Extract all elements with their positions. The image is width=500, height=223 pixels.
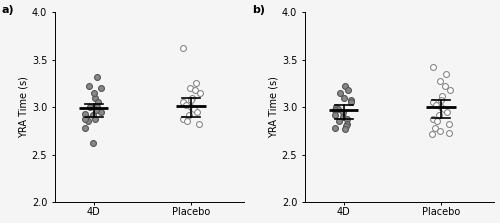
Text: a): a) — [2, 5, 14, 15]
Point — [86, 85, 94, 88]
Point — [92, 108, 100, 112]
Point — [443, 110, 451, 114]
Point — [183, 120, 191, 123]
Point — [340, 96, 348, 99]
Y-axis label: YRA Time (s): YRA Time (s) — [19, 76, 29, 138]
Point — [433, 120, 441, 123]
Point — [338, 110, 346, 114]
Point — [428, 101, 436, 104]
Point — [446, 88, 454, 92]
Point — [89, 141, 97, 145]
Point — [92, 75, 100, 79]
Point — [84, 120, 92, 123]
Point — [442, 72, 450, 76]
Point — [446, 131, 454, 134]
Point — [437, 98, 445, 101]
Point — [195, 122, 203, 126]
Point — [342, 118, 350, 121]
Point — [192, 82, 200, 85]
Point — [336, 120, 344, 123]
Point — [88, 113, 96, 117]
Point — [80, 126, 88, 130]
Point — [428, 66, 436, 69]
Point — [178, 47, 186, 50]
Point — [339, 115, 347, 118]
Point — [81, 117, 89, 120]
Point — [344, 88, 352, 92]
Point — [331, 108, 339, 112]
Point — [182, 103, 190, 107]
Point — [437, 105, 445, 109]
Point — [428, 132, 436, 135]
Point — [442, 85, 450, 88]
Point — [80, 112, 88, 116]
Point — [336, 91, 344, 95]
Point — [190, 107, 198, 111]
Point — [341, 127, 349, 131]
Point — [434, 113, 442, 117]
Point — [178, 117, 186, 120]
Point — [188, 96, 196, 99]
Point — [193, 110, 201, 114]
Point — [332, 105, 340, 109]
Point — [82, 115, 90, 118]
Point — [93, 105, 101, 109]
Point — [340, 85, 348, 88]
Point — [192, 88, 200, 92]
Point — [90, 96, 98, 99]
Point — [91, 118, 99, 121]
Point — [342, 124, 349, 128]
Point — [428, 117, 436, 120]
Point — [187, 105, 195, 109]
Point — [90, 91, 98, 95]
Point — [86, 105, 94, 109]
Point — [348, 101, 356, 104]
Point — [432, 126, 440, 130]
Text: b): b) — [252, 5, 265, 15]
Point — [330, 126, 338, 130]
Point — [436, 79, 444, 83]
Point — [196, 91, 204, 95]
Point — [348, 98, 356, 101]
Point — [334, 107, 342, 111]
Point — [438, 94, 446, 98]
Point — [330, 113, 338, 117]
Point — [432, 103, 440, 107]
Point — [436, 129, 444, 133]
Point — [187, 98, 195, 101]
Point — [440, 107, 448, 111]
Point — [184, 113, 192, 117]
Point — [94, 101, 102, 104]
Point — [445, 122, 453, 126]
Point — [98, 110, 106, 114]
Point — [98, 87, 106, 90]
Point — [186, 87, 194, 90]
Point — [178, 101, 186, 104]
Point — [343, 122, 351, 126]
Y-axis label: YRA Time (s): YRA Time (s) — [269, 76, 279, 138]
